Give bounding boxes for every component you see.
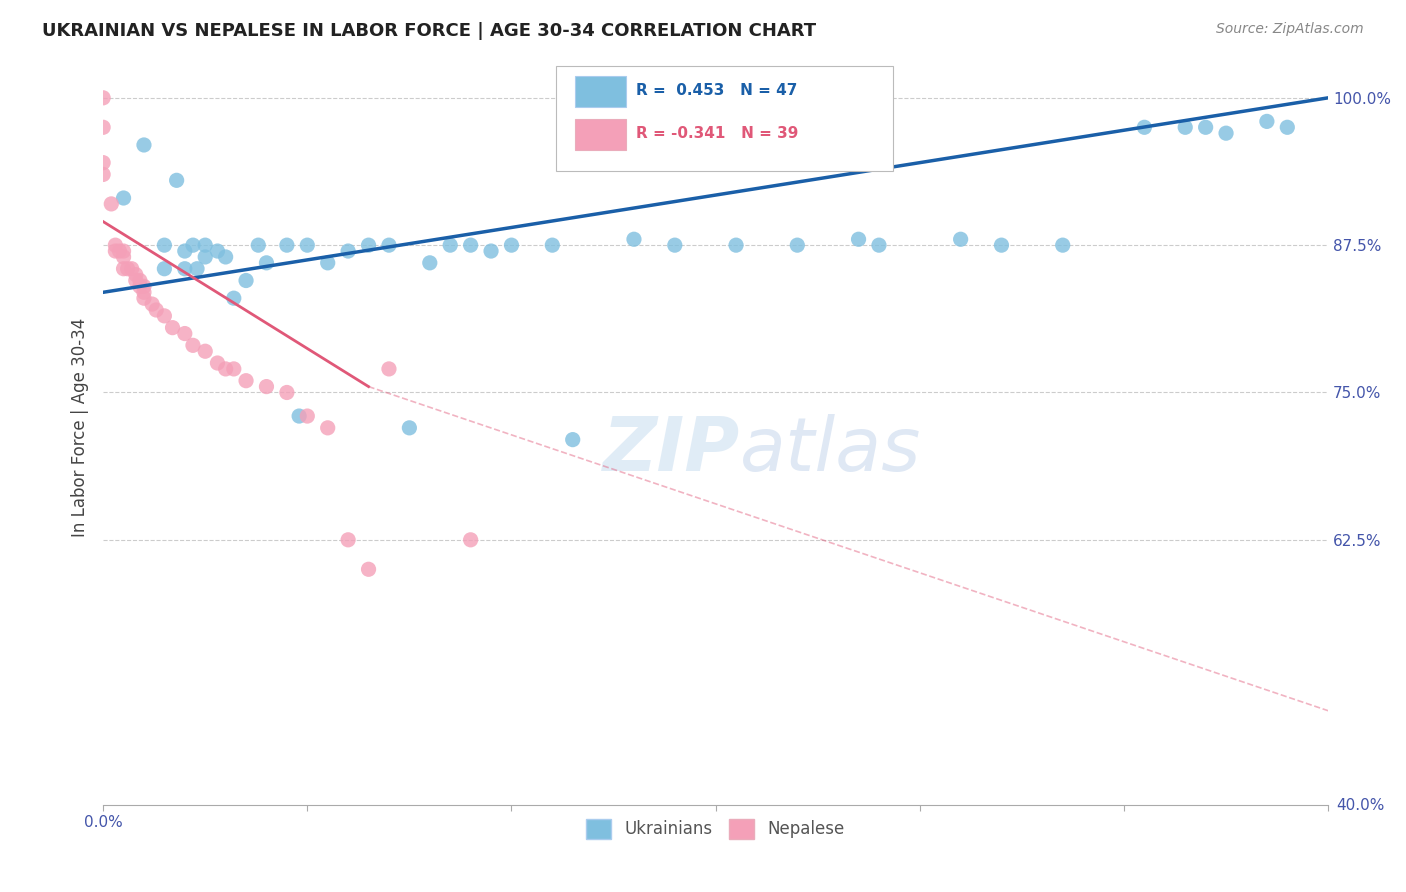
Point: [207, 244, 229, 258]
Point: [1052, 238, 1074, 252]
Point: [145, 303, 167, 318]
Point: [378, 238, 401, 252]
Point: [419, 256, 441, 270]
Point: [235, 273, 257, 287]
Point: [990, 238, 1012, 252]
Point: [104, 238, 127, 252]
Point: [91, 155, 114, 169]
Point: [949, 232, 972, 246]
FancyBboxPatch shape: [575, 76, 626, 107]
Point: [125, 273, 148, 287]
Point: [439, 238, 461, 252]
Point: [166, 173, 188, 187]
Point: [153, 238, 176, 252]
Point: [623, 232, 645, 246]
Y-axis label: In Labor Force | Age 30-34: In Labor Force | Age 30-34: [72, 318, 89, 538]
Point: [181, 238, 204, 252]
Point: [1277, 120, 1299, 135]
Point: [132, 279, 155, 293]
Text: atlas: atlas: [740, 415, 921, 486]
Point: [132, 291, 155, 305]
Point: [479, 244, 502, 258]
Point: [112, 250, 135, 264]
FancyBboxPatch shape: [575, 119, 626, 150]
Point: [141, 297, 163, 311]
Point: [276, 238, 298, 252]
Point: [337, 244, 360, 258]
Point: [125, 268, 148, 282]
Point: [398, 421, 420, 435]
Point: [222, 362, 245, 376]
Point: [112, 261, 135, 276]
Point: [235, 374, 257, 388]
Point: [664, 238, 686, 252]
Point: [288, 409, 311, 423]
Point: [194, 344, 217, 359]
Point: [100, 197, 122, 211]
Text: R = -0.341   N = 39: R = -0.341 N = 39: [636, 126, 799, 141]
Point: [108, 244, 131, 258]
Point: [561, 433, 583, 447]
Point: [112, 244, 135, 258]
Point: [128, 279, 150, 293]
FancyBboxPatch shape: [557, 66, 893, 171]
Point: [173, 326, 195, 341]
Point: [501, 238, 523, 252]
Text: 40.0%: 40.0%: [1337, 797, 1385, 813]
Point: [460, 533, 482, 547]
Point: [378, 362, 401, 376]
Point: [256, 256, 278, 270]
Point: [541, 238, 564, 252]
Point: [297, 238, 319, 252]
Point: [337, 533, 360, 547]
Point: [207, 356, 229, 370]
Point: [194, 250, 217, 264]
Point: [222, 291, 245, 305]
Point: [256, 379, 278, 393]
Point: [460, 238, 482, 252]
Text: Source: ZipAtlas.com: Source: ZipAtlas.com: [1216, 22, 1364, 37]
Point: [725, 238, 748, 252]
Point: [186, 261, 208, 276]
Point: [868, 238, 890, 252]
Point: [153, 309, 176, 323]
Point: [117, 261, 139, 276]
Point: [214, 362, 236, 376]
Text: UKRAINIAN VS NEPALESE IN LABOR FORCE | AGE 30-34 CORRELATION CHART: UKRAINIAN VS NEPALESE IN LABOR FORCE | A…: [42, 22, 817, 40]
Point: [1215, 126, 1237, 140]
Point: [1133, 120, 1156, 135]
Point: [181, 338, 204, 352]
Point: [848, 232, 870, 246]
Point: [194, 238, 217, 252]
Point: [132, 285, 155, 300]
Text: ZIP: ZIP: [603, 414, 740, 487]
Point: [162, 320, 184, 334]
Point: [91, 168, 114, 182]
Point: [786, 238, 808, 252]
Point: [91, 120, 114, 135]
Point: [173, 244, 195, 258]
Text: R =  0.453   N = 47: R = 0.453 N = 47: [636, 83, 797, 98]
Point: [357, 562, 380, 576]
Point: [247, 238, 270, 252]
Point: [1174, 120, 1197, 135]
Point: [173, 261, 195, 276]
Point: [128, 273, 150, 287]
Point: [153, 261, 176, 276]
Point: [112, 191, 135, 205]
Point: [1256, 114, 1278, 128]
Point: [121, 261, 143, 276]
Point: [132, 138, 155, 153]
Legend: Ukrainians, Nepalese: Ukrainians, Nepalese: [579, 812, 852, 846]
Point: [297, 409, 319, 423]
Point: [316, 256, 339, 270]
Point: [1194, 120, 1216, 135]
Point: [104, 244, 127, 258]
Point: [276, 385, 298, 400]
Point: [357, 238, 380, 252]
Point: [316, 421, 339, 435]
Point: [91, 91, 114, 105]
Point: [214, 250, 236, 264]
